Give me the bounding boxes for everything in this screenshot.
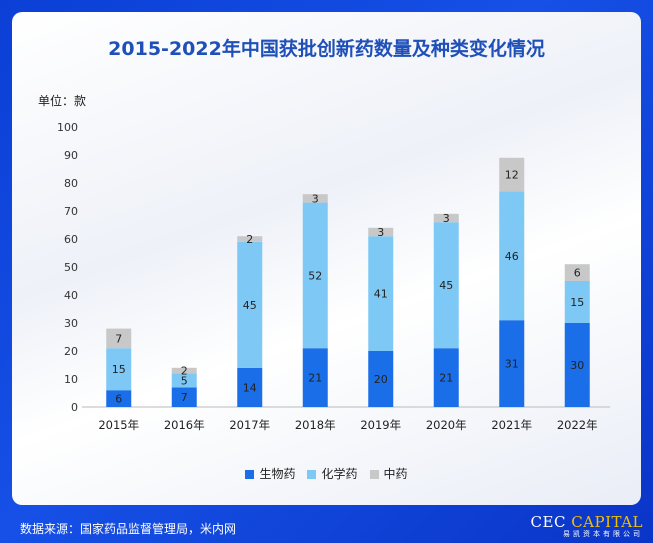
data-label: 31 xyxy=(505,358,519,371)
x-tick-label: 2015年 xyxy=(98,418,139,432)
bar-segment xyxy=(564,264,590,281)
data-label: 12 xyxy=(505,169,519,182)
x-tick-label: 2019年 xyxy=(360,418,401,432)
bar-segment xyxy=(171,387,197,407)
data-label: 7 xyxy=(115,332,122,345)
bar-segment xyxy=(433,222,459,349)
bar-segment xyxy=(368,236,394,351)
data-label: 52 xyxy=(308,269,322,282)
bar-segment xyxy=(433,348,459,407)
chart-legend: 生物药 化学药 中药 xyxy=(12,465,641,482)
legend-swatch xyxy=(369,470,379,479)
bar-segment xyxy=(302,202,328,349)
y-tick-label: 90 xyxy=(64,149,78,162)
legend-label: 生物药 xyxy=(259,467,296,481)
x-tick-label: 2021年 xyxy=(491,418,532,432)
bar-segment xyxy=(499,157,525,192)
y-tick-label: 60 xyxy=(64,233,78,246)
brand-subtitle: 易凯资本有限公司 xyxy=(563,530,643,538)
data-label: 14 xyxy=(243,381,257,394)
bar-segment xyxy=(237,241,263,368)
data-label: 20 xyxy=(374,373,388,386)
legend-item: 生物药 xyxy=(245,465,295,482)
y-tick-label: 10 xyxy=(64,373,78,386)
data-label: 3 xyxy=(377,226,384,239)
data-label: 2 xyxy=(181,365,188,378)
legend-label: 中药 xyxy=(383,467,408,481)
data-label: 15 xyxy=(570,296,584,309)
bar-segment xyxy=(564,281,590,323)
bar-segment xyxy=(171,373,197,388)
data-label: 6 xyxy=(115,393,122,406)
chart-card: 2015-2022年中国获批创新药数量及种类变化情况 单位：款 0 10 20 30 4… xyxy=(12,12,641,505)
data-label: 46 xyxy=(505,250,519,263)
x-tick-label: 2017年 xyxy=(229,418,270,432)
data-label: 30 xyxy=(570,359,584,372)
y-tick-label: 100 xyxy=(57,121,78,134)
x-tick-label: 2016年 xyxy=(164,418,205,432)
chart-svg: 010203040506070809010061572015年7522016年1… xyxy=(57,121,610,432)
unit-label: 单位：款 xyxy=(38,94,87,108)
legend-swatch xyxy=(307,470,317,479)
legend-label: 化学药 xyxy=(321,467,358,481)
brand-name-part1: CEC xyxy=(530,513,572,531)
bar-segment xyxy=(106,348,132,391)
data-label: 41 xyxy=(374,288,388,301)
x-tick-label: 2018年 xyxy=(295,418,336,432)
bar-segment xyxy=(106,390,132,407)
bar-segment xyxy=(368,351,394,407)
bar-segment xyxy=(237,236,263,242)
y-tick-label: 70 xyxy=(64,205,78,218)
data-label: 45 xyxy=(439,279,453,292)
y-tick-label: 40 xyxy=(64,289,78,302)
data-label: 3 xyxy=(443,212,450,225)
legend-item: 中药 xyxy=(369,465,408,482)
bar-segment xyxy=(106,328,132,349)
bar-segment xyxy=(171,367,197,374)
chart-title: 2015-2022年中国获批创新药数量及种类变化情况 xyxy=(108,38,545,60)
x-tick-label: 2022年 xyxy=(557,418,598,432)
data-label: 2 xyxy=(246,233,253,246)
bar-segment xyxy=(499,191,525,321)
brand-name-part2: CAPITAL xyxy=(571,513,643,531)
data-label: 3 xyxy=(312,192,319,205)
data-label: 21 xyxy=(308,372,322,385)
data-label: 6 xyxy=(574,267,581,280)
data-label: 15 xyxy=(112,363,126,376)
legend-item: 化学药 xyxy=(307,465,358,482)
y-tick-label: 0 xyxy=(71,401,78,414)
y-tick-label: 20 xyxy=(64,345,78,358)
y-tick-label: 50 xyxy=(64,261,78,274)
bar-segment xyxy=(302,194,328,203)
bar-segment xyxy=(368,227,394,237)
data-label: 5 xyxy=(181,374,188,387)
legend-swatch xyxy=(245,470,255,479)
bar-segment xyxy=(564,323,590,407)
data-label: 7 xyxy=(181,391,188,404)
bar-segment xyxy=(433,213,459,223)
y-tick-label: 30 xyxy=(64,317,78,330)
y-tick-label: 80 xyxy=(64,177,78,190)
x-tick-label: 2020年 xyxy=(426,418,467,432)
bar-segment xyxy=(302,348,328,407)
data-source-note: 数据来源：国家药品监督管理局，米内网 xyxy=(20,522,237,536)
data-label: 21 xyxy=(439,372,453,385)
bar-segment xyxy=(237,367,263,407)
bar-segment xyxy=(499,320,525,407)
data-label: 45 xyxy=(243,299,257,312)
brand-logo: CEC CAPITAL 易凯资本有限公司 xyxy=(531,513,643,539)
